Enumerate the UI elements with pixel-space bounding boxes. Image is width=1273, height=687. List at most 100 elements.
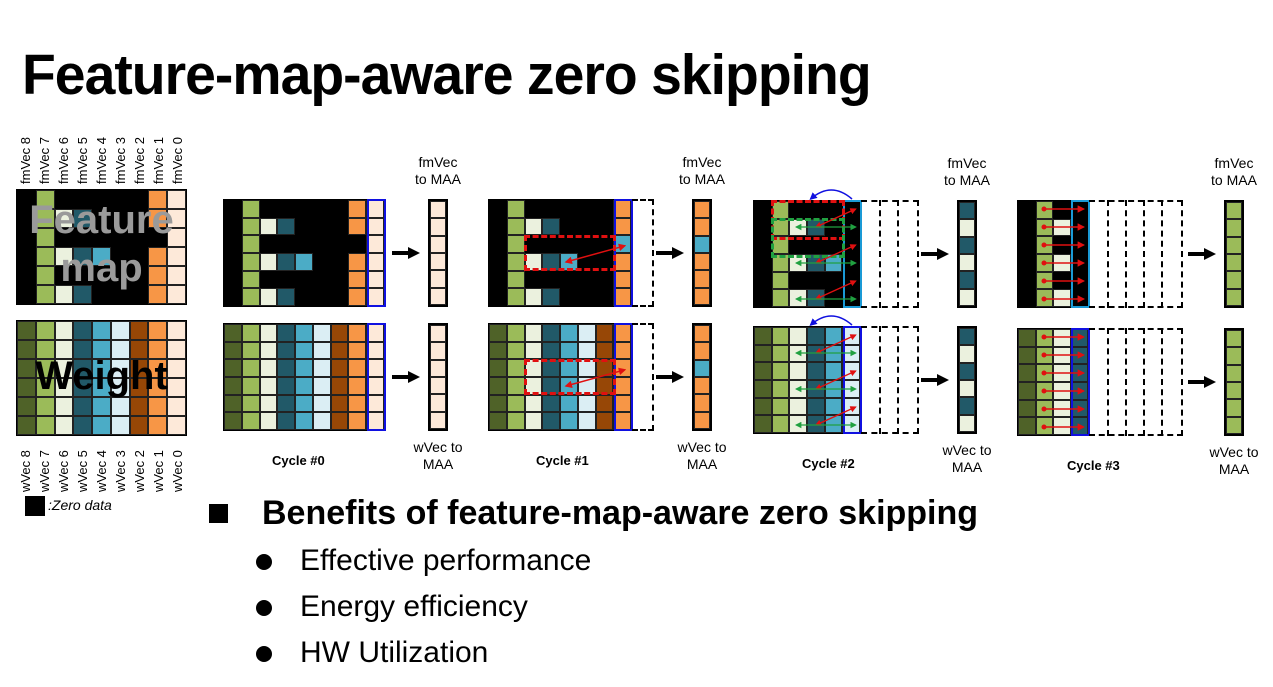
zero-data-cell — [259, 270, 278, 289]
data-cell — [771, 362, 790, 380]
data-cell — [824, 415, 843, 433]
data-cell — [54, 340, 74, 359]
skipped-slot-divider — [1143, 328, 1145, 436]
zero-data-cell — [129, 247, 149, 266]
data-cell — [366, 394, 384, 413]
zero-data-cell — [489, 200, 507, 218]
zero-data-cell — [489, 270, 507, 289]
data-cell — [754, 379, 772, 398]
data-cell — [73, 247, 93, 266]
zero-data-cell — [489, 235, 507, 253]
fm-to-maa-caption: fmVec to MAA — [1194, 155, 1273, 189]
w-to-maa-caption: wVec to MAA — [927, 442, 1007, 476]
zero-data-cell — [560, 270, 578, 289]
skipped-slot-divider — [1161, 200, 1163, 308]
caption-line: MAA — [951, 459, 983, 475]
data-cell — [1035, 364, 1053, 382]
zero-data-cell — [224, 270, 242, 289]
zero-data-cell — [330, 217, 349, 236]
zero-data-cell — [542, 270, 560, 289]
data-cell — [577, 412, 596, 430]
data-cell — [789, 289, 807, 307]
caption-line: MAA — [1218, 461, 1250, 477]
data-cell — [524, 217, 543, 236]
data-cell — [1226, 202, 1242, 220]
data-cell — [129, 378, 149, 397]
data-cell — [806, 344, 825, 363]
skipped-slot-divider — [1107, 328, 1109, 436]
data-cell — [295, 394, 313, 413]
data-cell — [110, 340, 130, 359]
data-cell — [694, 394, 710, 412]
data-cell — [295, 252, 313, 271]
zero-data-cell — [754, 236, 772, 254]
data-cell — [824, 327, 843, 345]
zero-skip-window — [524, 359, 616, 395]
fm-vec-label: fmVec 5 — [75, 137, 90, 184]
caption-line: to MAA — [415, 171, 461, 187]
data-cell — [73, 359, 93, 378]
data-cell — [277, 324, 296, 342]
skipped-slot-divider — [1125, 200, 1127, 308]
data-cell — [348, 376, 367, 395]
data-cell — [959, 219, 975, 237]
data-cell — [560, 341, 578, 360]
data-cell — [1035, 218, 1053, 237]
data-cell — [35, 266, 55, 285]
zero-data-cell — [1053, 201, 1071, 219]
bullet-icon — [256, 600, 272, 616]
skipped-slot-divider — [897, 200, 899, 308]
data-cell — [224, 412, 242, 430]
data-cell — [167, 266, 186, 285]
data-cell — [366, 252, 384, 271]
data-cell — [348, 270, 367, 289]
w-output-vector — [1224, 328, 1244, 436]
data-cell — [110, 378, 130, 397]
w-vec-label: wVec 3 — [113, 450, 128, 492]
data-cell — [771, 397, 790, 416]
data-cell — [73, 321, 93, 340]
w-vec-label: wVec 4 — [94, 450, 109, 492]
zero-data-cell — [73, 228, 93, 247]
data-cell — [771, 289, 790, 307]
data-cell — [1226, 330, 1242, 348]
cycle-feature-grid — [488, 199, 632, 307]
data-cell — [277, 376, 296, 395]
data-cell — [148, 190, 168, 209]
data-cell — [489, 376, 507, 395]
zero-data-cell — [577, 270, 596, 289]
data-cell — [312, 394, 331, 413]
data-cell — [129, 397, 149, 416]
skipped-slot-box — [1089, 200, 1183, 308]
skipped-slot-box — [861, 200, 919, 308]
data-cell — [1053, 289, 1071, 307]
skipped-slot-divider — [1161, 328, 1163, 436]
data-cell — [506, 235, 525, 253]
data-cell — [754, 415, 772, 433]
data-cell — [1035, 399, 1053, 418]
zero-data-cell — [542, 200, 560, 218]
data-cell — [595, 324, 614, 342]
fm-vec-label: fmVec 4 — [94, 137, 109, 184]
zero-data-cell — [489, 217, 507, 236]
weight-grid — [16, 320, 187, 436]
data-cell — [366, 359, 384, 377]
data-cell — [1226, 347, 1242, 365]
data-cell — [1018, 417, 1036, 435]
data-cell — [542, 394, 560, 413]
zero-data-legend-swatch — [25, 496, 45, 516]
data-cell — [524, 412, 543, 430]
data-cell — [1035, 271, 1053, 290]
rotate-arrow-icon — [809, 189, 853, 200]
data-cell — [754, 344, 772, 363]
selected-w-vector-box — [367, 323, 386, 431]
slide-title: Feature-map-aware zero skipping — [22, 43, 872, 107]
w-output-vector — [692, 323, 712, 431]
data-cell — [241, 217, 260, 236]
data-cell — [295, 412, 313, 430]
data-cell — [1035, 289, 1053, 307]
caption-line: to MAA — [944, 172, 990, 188]
data-cell — [613, 394, 631, 413]
data-cell — [1018, 399, 1036, 418]
zero-data-cell — [754, 289, 772, 307]
